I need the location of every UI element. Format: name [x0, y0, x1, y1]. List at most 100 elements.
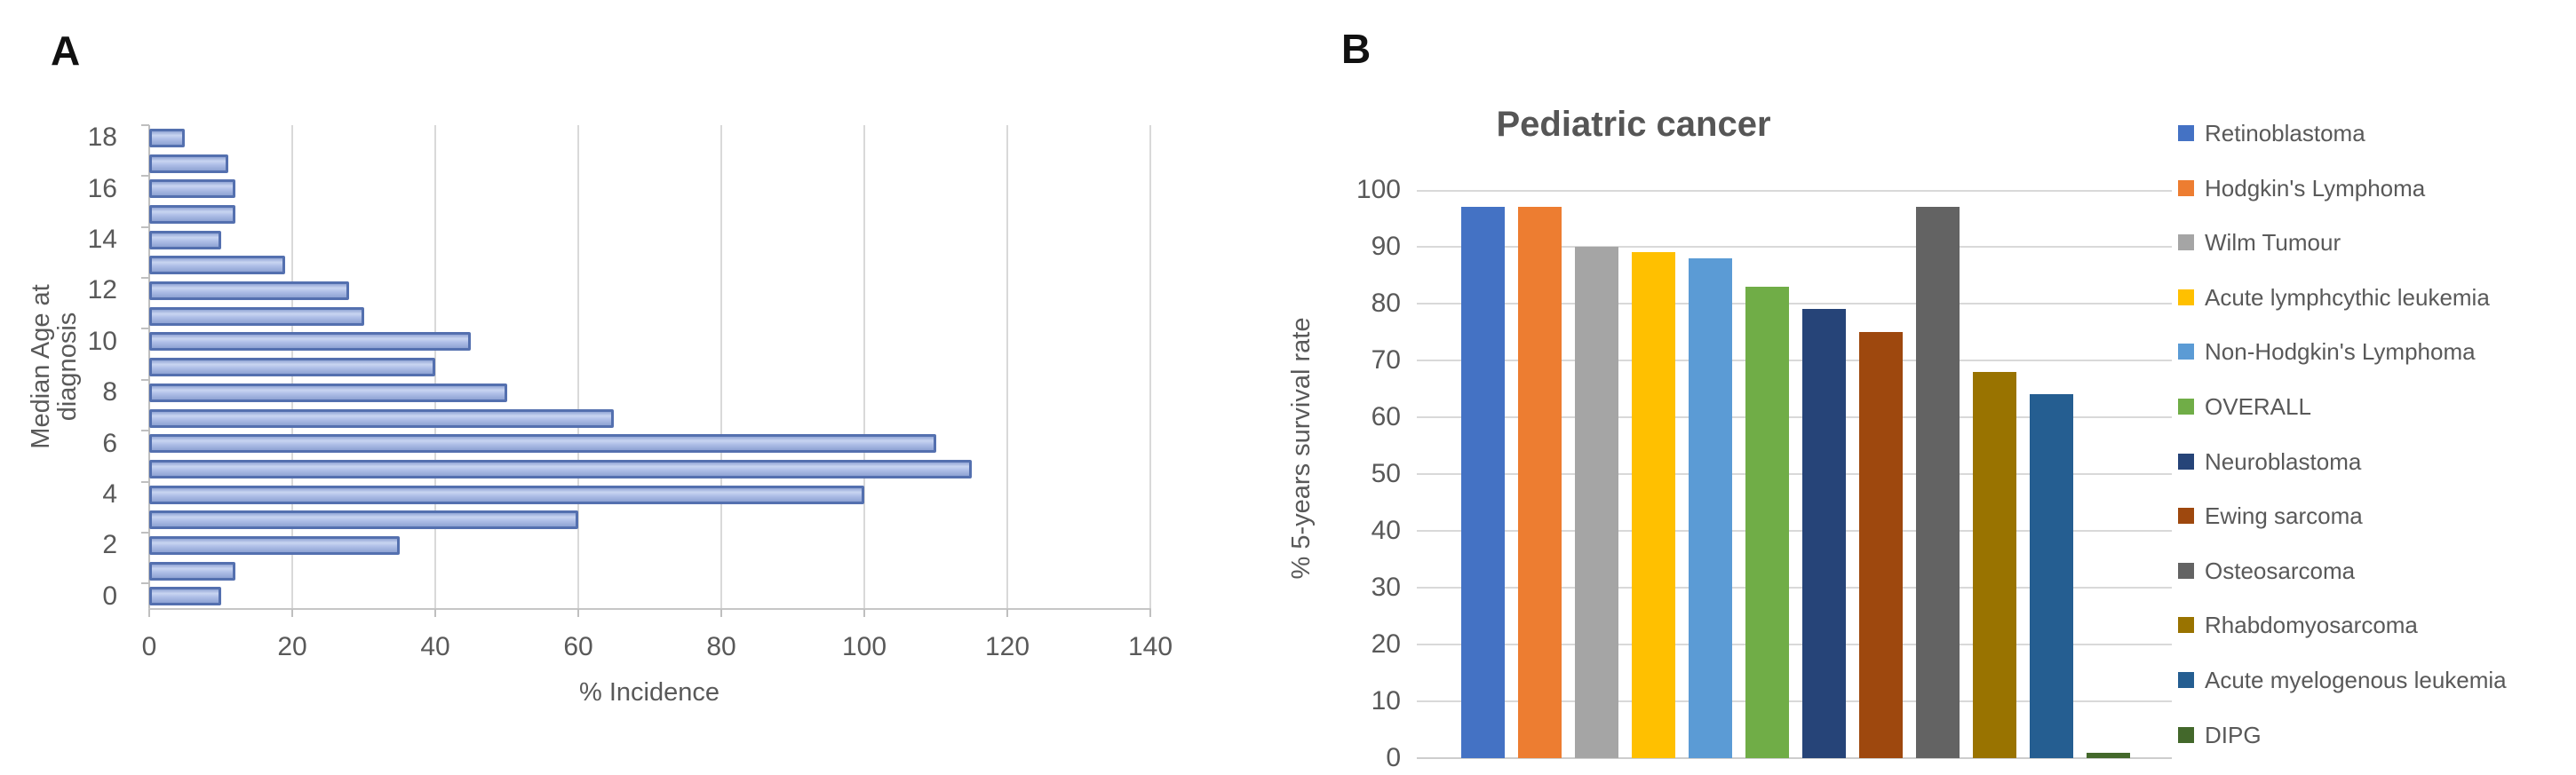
- x-axis-tick: [863, 609, 865, 617]
- bar: [149, 535, 400, 555]
- y-tick-label: 90: [1371, 232, 1401, 261]
- y-tick-label: 100: [1356, 175, 1401, 204]
- bar: [149, 281, 350, 301]
- gridline-vertical: [577, 125, 579, 609]
- legend-label: Osteosarcoma: [2205, 557, 2356, 584]
- bar: [1575, 247, 1618, 758]
- gridline-vertical: [434, 125, 436, 609]
- bar: [149, 510, 578, 530]
- legend-label: Rhabdomyosarcoma: [2205, 612, 2418, 639]
- x-axis-tick: [720, 609, 722, 617]
- y-category-label: 2: [102, 530, 117, 560]
- y-category-label: 12: [87, 275, 117, 305]
- legend-label: Non-Hodgkin's Lymphoma: [2205, 338, 2476, 366]
- chart-a-y-axis-title: Median Age at diagnosis: [27, 284, 82, 449]
- x-axis-tick: [148, 609, 150, 617]
- y-tick-label: 60: [1371, 402, 1401, 431]
- bar: [2030, 394, 2073, 758]
- legend-swatch: [2178, 399, 2194, 415]
- y-axis-tick: [141, 124, 149, 126]
- y-axis-tick: [141, 175, 149, 178]
- bar: [149, 129, 186, 147]
- bar: [1745, 286, 1789, 758]
- x-axis-tick: [291, 609, 293, 617]
- y-axis-tick: [141, 480, 149, 483]
- gridline-horizontal: [1417, 644, 2172, 645]
- gridline-horizontal: [1417, 700, 2172, 702]
- bar: [1802, 309, 1846, 758]
- x-tick-label: 80: [706, 632, 736, 661]
- bar: [1859, 332, 1903, 758]
- legend-swatch: [2178, 179, 2194, 196]
- y-axis-tick: [141, 531, 149, 534]
- gridline-horizontal: [1417, 303, 2172, 304]
- bar: [2087, 752, 2130, 758]
- y-category-label: 0: [102, 581, 117, 611]
- gridline-vertical: [863, 125, 865, 609]
- x-axis-line: [1417, 757, 2172, 759]
- bar: [149, 332, 472, 352]
- bar: [149, 383, 507, 402]
- legend-swatch: [2178, 672, 2194, 688]
- legend-swatch: [2178, 453, 2194, 470]
- bar: [149, 256, 285, 275]
- legend-swatch: [2178, 234, 2194, 251]
- chart-b-y-axis-title: % 5-years survival rate: [1287, 317, 1316, 580]
- legend-label: OVERALL: [2205, 393, 2311, 420]
- legend-swatch: [2178, 562, 2194, 579]
- y-tick-label: 40: [1371, 516, 1401, 545]
- y-category-label: 18: [87, 123, 117, 153]
- y-axis-tick: [141, 277, 149, 280]
- y-category-label: 10: [87, 326, 117, 356]
- bar: [149, 154, 228, 173]
- legend-swatch: [2178, 344, 2194, 360]
- y-tick-label: 10: [1371, 686, 1401, 716]
- x-axis-tick: [1006, 609, 1008, 617]
- bar: [149, 306, 364, 326]
- bar: [149, 587, 221, 606]
- bar: [149, 434, 936, 454]
- bar: [149, 358, 435, 377]
- legend-label: Neuroblastoma: [2205, 447, 2362, 475]
- y-tick-label: 20: [1371, 629, 1401, 659]
- y-axis-tick: [141, 582, 149, 585]
- x-tick-label: 20: [277, 632, 307, 661]
- y-category-label: 6: [102, 428, 117, 458]
- panel-a-label: A: [51, 28, 82, 74]
- gridline-horizontal: [1417, 473, 2172, 475]
- bar: [149, 485, 864, 504]
- legend-label: Acute myelogenous leukemia: [2205, 667, 2507, 693]
- legend-label: Hodgkin's Lymphoma: [2205, 174, 2426, 202]
- y-tick-label: 50: [1371, 459, 1401, 488]
- gridline-vertical: [720, 125, 722, 609]
- y-category-label: 16: [87, 173, 117, 203]
- legend-swatch: [2178, 125, 2194, 141]
- bar: [1518, 207, 1562, 758]
- legend-label: Ewing sarcoma: [2205, 502, 2363, 530]
- legend-label: Retinoblastoma: [2205, 120, 2365, 146]
- y-category-label: 8: [102, 377, 117, 407]
- bar: [1689, 257, 1732, 758]
- y-axis-tick: [141, 328, 149, 330]
- bar: [149, 408, 615, 428]
- legend-label: Acute lymphcythic leukemia: [2205, 283, 2490, 311]
- chart-b-plot-area: 0 10 20 30 40 50 60 70 80 90 100: [1356, 177, 2172, 771]
- gridline-vertical: [1149, 125, 1151, 609]
- chart-a-plot-area: 0 20 40 60 80 100 120 140 18 16 14 12 10 8 6 4 2 0: [88, 124, 1173, 661]
- y-category-label: 14: [87, 225, 117, 255]
- gridline-horizontal: [1417, 360, 2172, 361]
- y-axis-tick: [141, 430, 149, 432]
- legend-swatch: [2178, 617, 2194, 634]
- x-tick-label: 0: [141, 632, 157, 661]
- x-tick-label: 140: [1127, 632, 1173, 661]
- y-axis-tick: [141, 225, 149, 228]
- x-tick-label: 120: [984, 632, 1030, 661]
- x-tick-label: 60: [563, 632, 593, 661]
- y-category-label: 4: [102, 478, 117, 509]
- chart-b-title: Pediatric cancer: [1496, 105, 1771, 144]
- gridline-horizontal: [1417, 530, 2172, 532]
- legend-label: DIPG: [2205, 721, 2262, 748]
- gridline-horizontal: [1417, 587, 2172, 589]
- bar: [1916, 207, 1960, 758]
- panel-b-label: B: [1341, 26, 1372, 72]
